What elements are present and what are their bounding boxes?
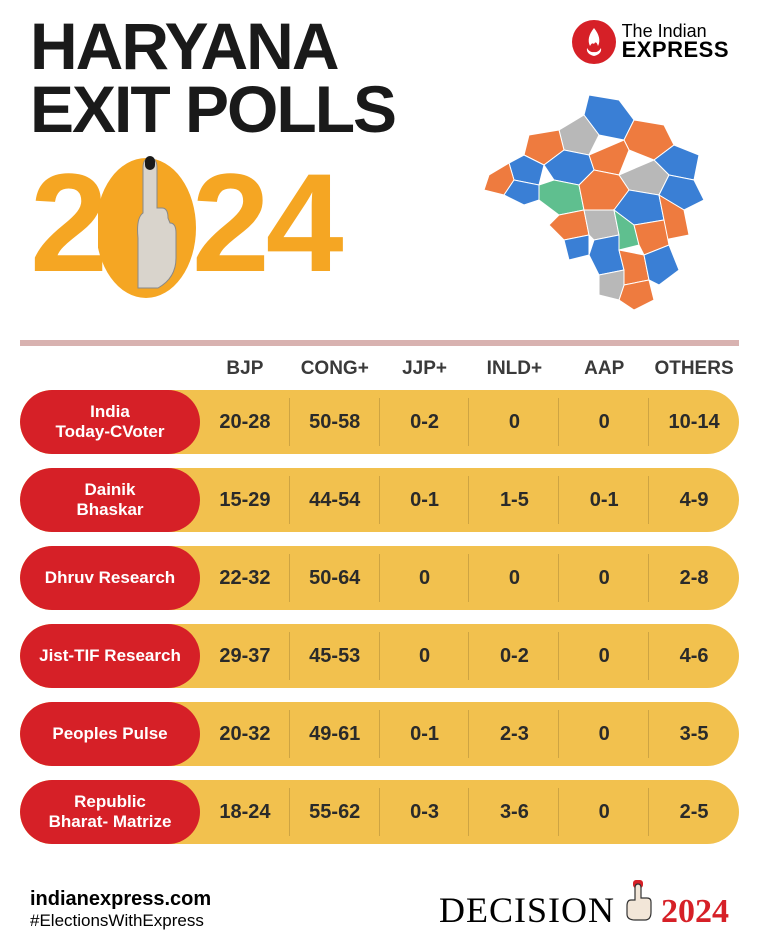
footer: indianexpress.com #ElectionsWithExpress … <box>0 878 759 931</box>
exit-poll-table: BJP CONG+ JJP+ INLD+ AAP OTHERS IndiaTod… <box>0 346 759 844</box>
year-2024: 2 2 4 <box>30 148 395 298</box>
title-line-2: EXIT POLLS <box>30 78 395 141</box>
cell: 44-54 <box>290 468 380 532</box>
flame-icon <box>572 20 616 64</box>
cell: 3-6 <box>469 780 559 844</box>
col-bjp: BJP <box>200 358 290 380</box>
table-row: IndiaToday-CVoter20-2850-580-20010-14 <box>20 390 739 454</box>
cell: 50-58 <box>290 390 380 454</box>
row-label: IndiaToday-CVoter <box>20 390 200 454</box>
footer-hashtag: #ElectionsWithExpress <box>30 911 211 931</box>
logo-line-2: EXPRESS <box>622 40 729 61</box>
cell: 0 <box>559 546 649 610</box>
column-headers: BJP CONG+ JJP+ INLD+ AAP OTHERS <box>20 358 739 380</box>
row-label: Jist-TIF Research <box>20 624 200 688</box>
footer-decision-2024: DECISION 2024 <box>439 878 729 931</box>
publisher-logo: The Indian EXPRESS <box>572 20 729 64</box>
footer-site: indianexpress.com <box>30 888 211 911</box>
cell: 50-64 <box>290 546 380 610</box>
cell: 20-28 <box>200 390 290 454</box>
table-row: Jist-TIF Research29-3745-5300-204-6 <box>20 624 739 688</box>
table-row: Peoples Pulse20-3249-610-12-303-5 <box>20 702 739 766</box>
col-others: OTHERS <box>649 358 739 380</box>
cell: 0 <box>559 702 649 766</box>
cell: 0 <box>380 546 470 610</box>
table-row: Dhruv Research22-3250-640002-8 <box>20 546 739 610</box>
row-label: RepublicBharat- Matrize <box>20 780 200 844</box>
cell: 0 <box>380 624 470 688</box>
cell: 55-62 <box>290 780 380 844</box>
row-label: DainikBhaskar <box>20 468 200 532</box>
cell: 29-37 <box>200 624 290 688</box>
decision-year: 2024 <box>661 893 729 931</box>
col-cong: CONG+ <box>290 358 380 380</box>
year-digit-4: 4 <box>266 153 340 293</box>
logo-text: The Indian EXPRESS <box>622 23 729 61</box>
footer-left: indianexpress.com #ElectionsWithExpress <box>30 888 211 931</box>
cell: 4-9 <box>649 468 739 532</box>
cell: 0-2 <box>380 390 470 454</box>
cell: 2-3 <box>469 702 559 766</box>
cell: 0-1 <box>380 702 470 766</box>
cell: 49-61 <box>290 702 380 766</box>
voting-hand-icon <box>98 148 198 298</box>
cell: 22-32 <box>200 546 290 610</box>
cell: 0-3 <box>380 780 470 844</box>
year-digit-2: 2 <box>30 153 104 293</box>
table-row: DainikBhaskar15-2944-540-11-50-14-9 <box>20 468 739 532</box>
cell: 1-5 <box>469 468 559 532</box>
cell: 0 <box>559 624 649 688</box>
cell: 0-1 <box>380 468 470 532</box>
decision-text: DECISION <box>439 889 615 931</box>
year-digit-2b: 2 <box>192 153 266 293</box>
haryana-map <box>469 85 729 325</box>
col-inld: INLD+ <box>469 358 559 380</box>
cell: 0 <box>559 390 649 454</box>
cell: 2-5 <box>649 780 739 844</box>
cell: 18-24 <box>200 780 290 844</box>
cell: 10-14 <box>649 390 739 454</box>
header: HARYANA EXIT POLLS 2 2 4 The Indian E <box>0 0 759 340</box>
cell: 0-2 <box>469 624 559 688</box>
pointing-hand-icon <box>621 878 655 922</box>
col-jjp: JJP+ <box>380 358 470 380</box>
cell: 20-32 <box>200 702 290 766</box>
row-label: Peoples Pulse <box>20 702 200 766</box>
cell: 0-1 <box>559 468 649 532</box>
cell: 2-8 <box>649 546 739 610</box>
title-block: HARYANA EXIT POLLS 2 2 4 <box>30 15 395 298</box>
row-label: Dhruv Research <box>20 546 200 610</box>
cell: 15-29 <box>200 468 290 532</box>
cell: 0 <box>559 780 649 844</box>
cell: 0 <box>469 546 559 610</box>
cell: 45-53 <box>290 624 380 688</box>
cell: 4-6 <box>649 624 739 688</box>
table-row: RepublicBharat- Matrize18-2455-620-33-60… <box>20 780 739 844</box>
cell: 0 <box>469 390 559 454</box>
title-line-1: HARYANA <box>30 15 395 78</box>
cell: 3-5 <box>649 702 739 766</box>
col-aap: AAP <box>559 358 649 380</box>
